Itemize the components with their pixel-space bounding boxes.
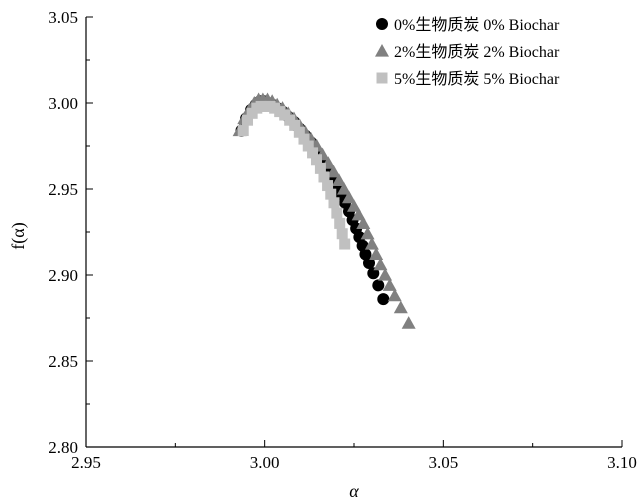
y-tick-label: 2.95 xyxy=(48,180,78,199)
data-point xyxy=(289,119,301,131)
data-point xyxy=(377,293,390,306)
data-point xyxy=(382,278,397,291)
y-tick-label: 3.00 xyxy=(48,94,78,113)
data-point xyxy=(307,147,319,159)
data-point xyxy=(336,228,348,240)
legend-label: 0%生物质炭 0% Biochar xyxy=(394,16,560,34)
data-point xyxy=(339,238,351,250)
legend-label: 2%生物质炭 2% Biochar xyxy=(394,43,560,61)
legend-marker xyxy=(376,18,388,30)
data-point xyxy=(387,288,402,302)
legend-marker xyxy=(375,44,389,57)
x-tick-label: 3.05 xyxy=(428,453,458,472)
data-point xyxy=(351,207,366,221)
legend: 0%生物质炭 0% Biochar 2%生物质炭 2% Biochar 5%生物质炭… xyxy=(375,16,560,88)
data-point xyxy=(293,126,305,138)
data-point xyxy=(341,190,356,204)
data-point xyxy=(298,133,310,145)
data-point xyxy=(331,173,346,186)
y-tick-label: 2.85 xyxy=(48,352,78,371)
data-point xyxy=(356,216,371,229)
series-square xyxy=(237,100,351,250)
data-point xyxy=(325,188,337,200)
legend-label: 5%生物质炭 5% Biochar xyxy=(394,70,560,88)
plot-area xyxy=(232,92,416,329)
y-tick-label: 3.05 xyxy=(48,8,78,27)
x-tick-label: 3.10 xyxy=(607,453,637,472)
data-point xyxy=(302,140,314,152)
series-triangle xyxy=(232,92,416,329)
y-axis-title: f(α) xyxy=(8,222,29,249)
data-point xyxy=(334,217,346,229)
data-point xyxy=(347,199,361,212)
data-point xyxy=(326,164,341,178)
data-point xyxy=(372,279,385,292)
data-point xyxy=(378,268,393,281)
data-point xyxy=(242,114,254,126)
data-point xyxy=(331,207,343,219)
data-point xyxy=(369,247,384,260)
y-tick-label: 2.90 xyxy=(48,266,78,285)
data-point xyxy=(336,182,351,195)
data-point xyxy=(310,154,322,166)
series-circle xyxy=(235,95,390,306)
data-point xyxy=(364,237,379,250)
data-point xyxy=(360,226,375,240)
data-point xyxy=(322,180,334,192)
data-point xyxy=(328,197,340,209)
axes: 2.95 3.00 3.05 3.10 2.80 2.85 2.90 2.95 3.00 3.05 xyxy=(48,8,637,472)
data-point xyxy=(314,162,326,174)
data-point xyxy=(401,316,416,329)
x-axis-title: α xyxy=(349,481,359,501)
legend-marker xyxy=(376,72,388,84)
x-tick-label: 2.95 xyxy=(71,453,101,472)
data-point xyxy=(237,125,249,137)
x-tick-label: 3.00 xyxy=(250,453,280,472)
data-point xyxy=(393,300,408,314)
data-point xyxy=(373,257,388,271)
data-point xyxy=(318,171,330,183)
y-tick-label: 2.80 xyxy=(48,438,78,457)
